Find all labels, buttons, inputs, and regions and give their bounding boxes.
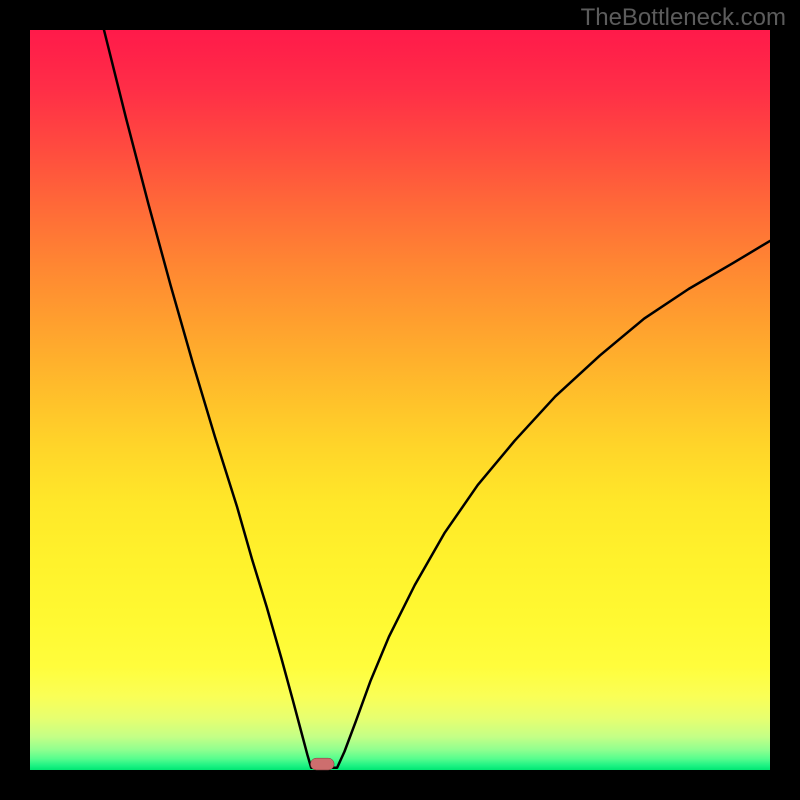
watermark-text: TheBottleneck.com [581, 4, 786, 32]
bottleneck-chart-svg [0, 0, 800, 800]
gradient-background [30, 30, 770, 770]
chart-frame: TheBottleneck.com [0, 0, 800, 800]
minimum-marker [310, 758, 334, 770]
